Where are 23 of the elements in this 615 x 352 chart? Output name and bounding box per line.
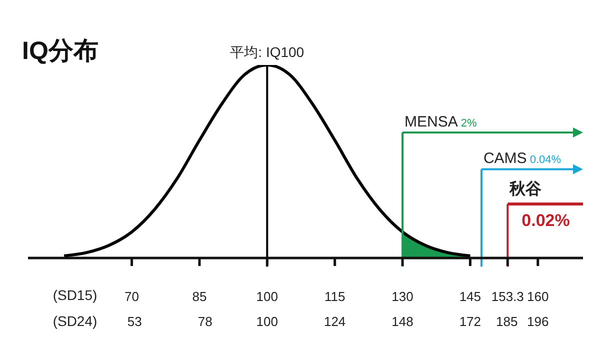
x-tick-label: 130 bbox=[392, 289, 414, 304]
x2-tick-label: 172 bbox=[459, 314, 482, 329]
ref-line-label: 秋谷 0.02% bbox=[508, 180, 570, 230]
x2-tick-label: 148 bbox=[392, 314, 414, 329]
x2-tick-label: 78 bbox=[198, 314, 212, 329]
x2-tick-label: 100 bbox=[256, 314, 278, 329]
ref-line-label: 平均: IQ100 bbox=[230, 44, 304, 60]
chart-title: IQ分布 bbox=[22, 36, 98, 67]
x-tick-label: 145 bbox=[459, 289, 482, 304]
x-tick-label: 153.3 bbox=[491, 289, 524, 304]
x2-tick-label: 53 bbox=[127, 314, 142, 329]
ref-line-label: MENSA 2% bbox=[404, 114, 478, 131]
x-tick-label: 160 bbox=[527, 289, 549, 304]
ref-line-label: CAMS 0.04% bbox=[483, 150, 562, 168]
x-tick-label: 115 bbox=[324, 289, 346, 304]
x-tick-label: 70 bbox=[124, 289, 140, 304]
x-tick-label: 85 bbox=[192, 289, 207, 304]
x2-tick-label: 185 bbox=[496, 314, 518, 329]
x2-tick-label: 124 bbox=[324, 314, 346, 329]
x-axis-title: (SD15) bbox=[52, 287, 98, 303]
x-tick-label: 100 bbox=[256, 289, 278, 304]
x2-axis-title: (SD24) bbox=[52, 313, 98, 329]
x2-tick-label: 196 bbox=[527, 314, 549, 329]
